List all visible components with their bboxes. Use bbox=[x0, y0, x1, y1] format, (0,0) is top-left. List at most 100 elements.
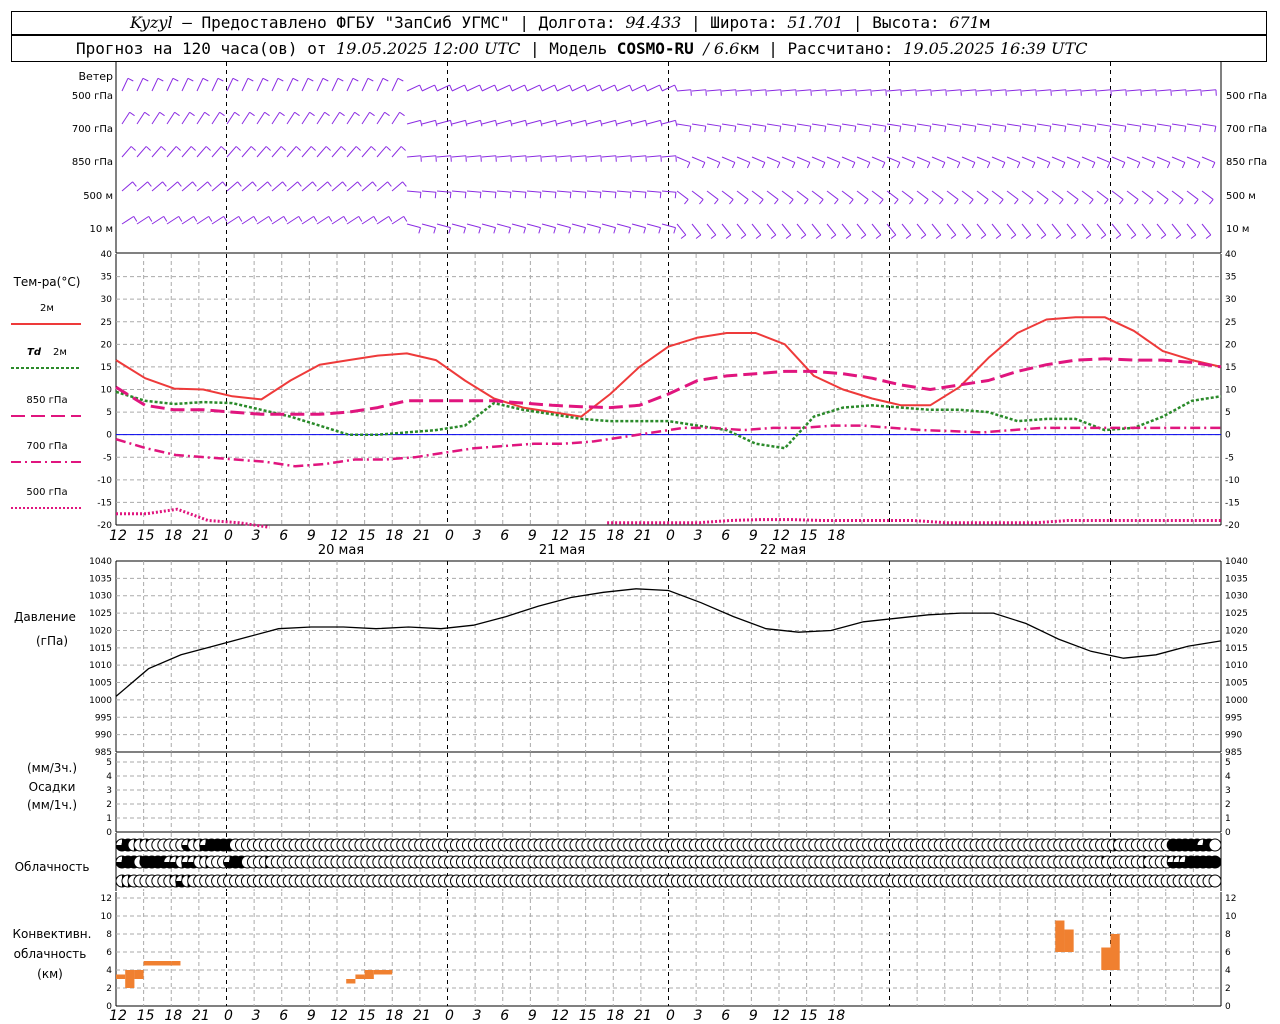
wind-barb-feather bbox=[554, 84, 558, 91]
wind-barb-feather bbox=[1181, 162, 1186, 169]
station-name: Kyzyl bbox=[130, 13, 173, 32]
wind-barb-shaft bbox=[496, 223, 511, 229]
wind-barb-shaft bbox=[286, 78, 294, 92]
convective-tick-left: 10 bbox=[101, 912, 113, 922]
x-tick-label: 3 bbox=[473, 1008, 482, 1024]
wind-barb-shaft bbox=[1186, 156, 1201, 163]
wind-barb-feather bbox=[905, 234, 912, 239]
wind-barb-feather bbox=[554, 192, 557, 199]
wind-barb-shaft bbox=[991, 123, 1006, 127]
wind-barb-shaft bbox=[916, 190, 929, 200]
wind-barb-shaft bbox=[766, 123, 781, 127]
temp-tick-right: -5 bbox=[1225, 453, 1234, 463]
wind-barb-feather bbox=[343, 216, 348, 222]
wind-barb-shaft bbox=[961, 156, 976, 163]
wind-barb-shaft bbox=[796, 190, 809, 200]
wind-barb-feather bbox=[400, 146, 406, 151]
convective-tick-right: 8 bbox=[1225, 930, 1231, 940]
wind-barb-shaft bbox=[796, 156, 811, 163]
convective-tick-left: 0 bbox=[106, 1002, 112, 1012]
wind-barb-feather bbox=[628, 227, 632, 234]
convective-bar bbox=[1110, 934, 1120, 970]
pressure-tick-right: 990 bbox=[1225, 731, 1242, 741]
x-tick-label: 9 bbox=[528, 528, 537, 544]
wind-barb-feather bbox=[355, 146, 361, 151]
wind-barb-shaft bbox=[196, 146, 207, 158]
wind-barb-shaft bbox=[361, 146, 372, 158]
pressure-tick-left: 990 bbox=[95, 731, 112, 741]
wind-level-label-right: 700 гПа bbox=[1226, 124, 1267, 135]
x-tick-labels-top: 12 15 18 21 0 3 6 9 12 15 18 21 0 3 6 9 12 15 18 21 0 3 6 9 12 15… bbox=[109, 528, 845, 544]
wind-barb-shaft bbox=[166, 78, 174, 92]
wind-barb-feather bbox=[1059, 199, 1064, 205]
wind-barb-feather bbox=[1076, 162, 1081, 169]
wind-barb-shaft bbox=[511, 223, 526, 229]
wind-barb-shaft bbox=[226, 78, 234, 92]
wind-barb-feather bbox=[1151, 162, 1156, 169]
wind-barb-feather bbox=[1134, 199, 1139, 205]
wind-barb-shaft bbox=[826, 123, 841, 127]
wind-barb-shaft bbox=[511, 155, 526, 158]
wind-barb-feather bbox=[539, 84, 543, 91]
wind-barb-shaft bbox=[1201, 223, 1212, 236]
wind-barb-feather bbox=[494, 192, 497, 199]
temp-tick-left: 40 bbox=[101, 250, 113, 260]
wind-barb-feather bbox=[1001, 162, 1006, 169]
convective-bar bbox=[134, 970, 144, 979]
wind-barb-shaft bbox=[1126, 156, 1141, 163]
wind-barb-feather bbox=[875, 234, 882, 239]
wind-barb-shaft bbox=[631, 190, 646, 193]
wind-barb-shaft bbox=[226, 215, 240, 225]
convective-bar bbox=[355, 974, 365, 979]
convective-title-1: Конвективн. bbox=[13, 927, 92, 941]
wind-barb-shaft bbox=[1171, 156, 1186, 163]
wind-barb-feather bbox=[434, 192, 437, 199]
wind-barb-feather bbox=[207, 181, 212, 187]
wind-barb-shaft bbox=[961, 123, 976, 127]
wind-barb-feather bbox=[187, 77, 194, 82]
cloud-symbol bbox=[1208, 874, 1222, 888]
convective-bar bbox=[364, 970, 374, 979]
wind-barb-shaft bbox=[1006, 123, 1021, 127]
temp-tick-right: 15 bbox=[1225, 363, 1236, 373]
wind-barb-shaft bbox=[616, 223, 631, 229]
wind-barb-feather bbox=[839, 126, 842, 133]
wind-barb-feather bbox=[1119, 199, 1124, 205]
wind-barb-shaft bbox=[1111, 223, 1122, 236]
x-tick-label: 6 bbox=[279, 1008, 288, 1024]
wind-barb-feather bbox=[219, 111, 225, 117]
wind-barb-feather bbox=[881, 162, 886, 169]
wind-barb-shaft bbox=[361, 181, 373, 192]
wind-barb-shaft bbox=[661, 84, 675, 92]
wind-barb-shaft bbox=[751, 123, 766, 127]
wind-barb-shaft bbox=[691, 156, 706, 163]
wind-level-label-left: 500 гПа bbox=[72, 91, 113, 102]
wind-barb-shaft bbox=[256, 215, 270, 225]
wind-barb-shaft bbox=[526, 223, 541, 229]
wind-barb-shaft bbox=[706, 223, 717, 236]
wind-barb-feather bbox=[525, 120, 528, 127]
wind-barb-feather bbox=[1194, 199, 1199, 205]
wind-barb-shaft bbox=[556, 223, 571, 229]
wind-barb-shaft bbox=[1156, 223, 1167, 236]
wind-barb-feather bbox=[710, 234, 717, 239]
wind-barb-shaft bbox=[946, 223, 957, 236]
x-tick-label: 12 bbox=[109, 528, 127, 544]
wind-barb-shaft bbox=[331, 181, 343, 192]
model-resolution: / 6.6 bbox=[703, 39, 740, 58]
wind-barb-feather bbox=[337, 77, 344, 82]
wind-barb-shaft bbox=[451, 155, 466, 158]
wind-barb-feather bbox=[262, 77, 269, 82]
wind-barb-shaft bbox=[421, 155, 436, 158]
day-label: 21 мая bbox=[539, 543, 585, 558]
wind-barb-feather bbox=[770, 234, 777, 239]
wind-barb-shaft bbox=[1111, 89, 1126, 92]
wind-barb-shaft bbox=[1051, 89, 1066, 92]
wind-barb-shaft bbox=[811, 89, 826, 92]
wind-barb-feather bbox=[1085, 234, 1092, 239]
wind-barb-feather bbox=[322, 77, 329, 82]
wind-barb-shaft bbox=[166, 181, 178, 192]
wind-barb-feather bbox=[193, 216, 198, 222]
wind-barb-feather bbox=[794, 126, 797, 133]
wind-barb-feather bbox=[800, 234, 807, 239]
